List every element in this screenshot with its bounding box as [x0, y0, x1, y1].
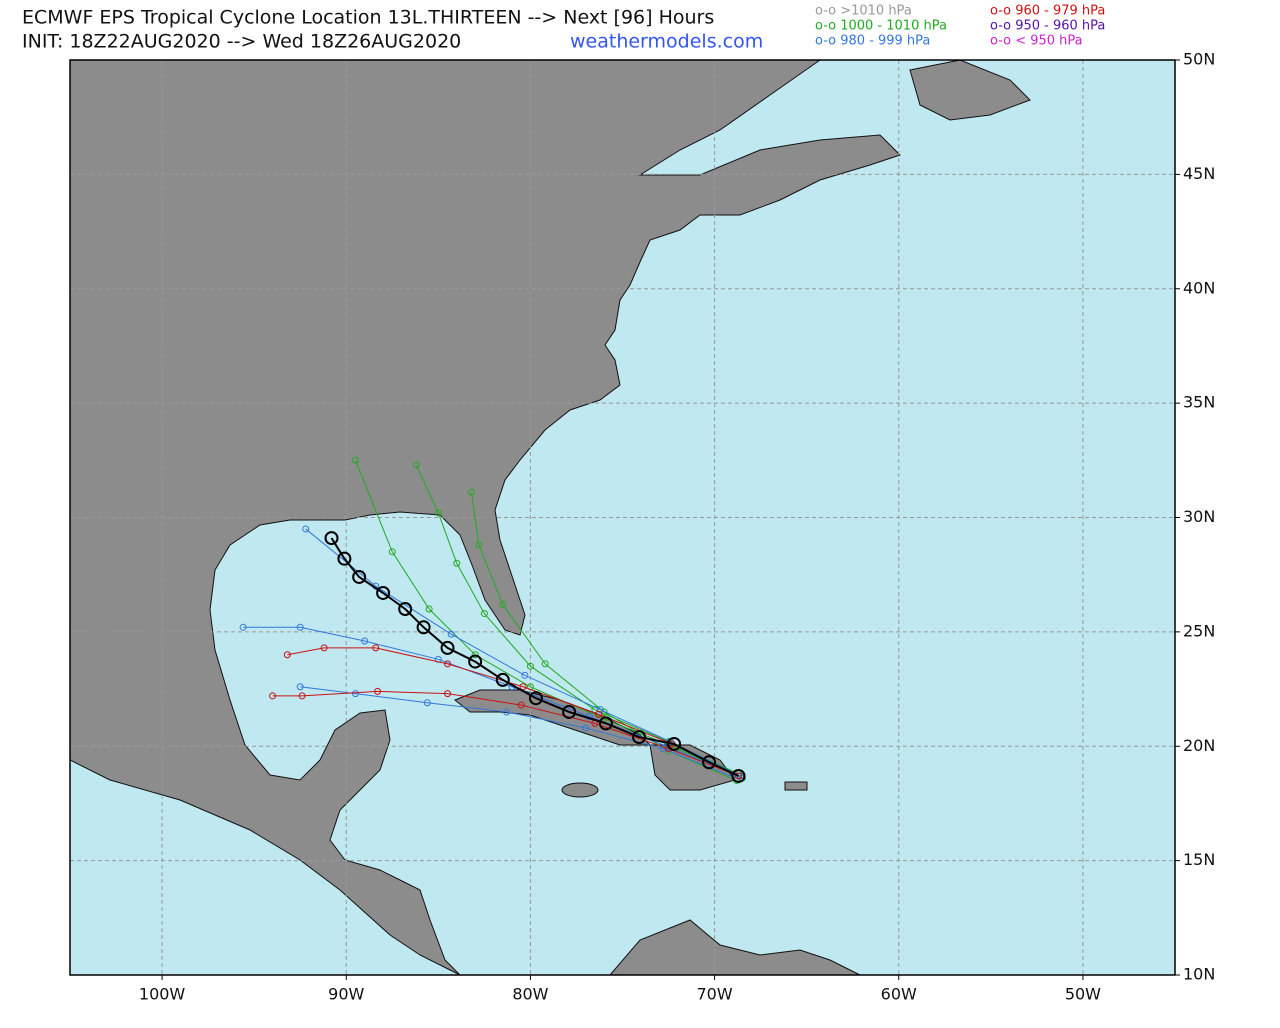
track-point — [351, 456, 359, 464]
track-point — [239, 623, 247, 631]
title: ECMWF EPS Tropical Cyclone Location 13L.… — [22, 7, 714, 29]
track-point — [412, 461, 420, 469]
track-point — [582, 724, 590, 732]
track-point — [447, 630, 455, 638]
track-point — [361, 637, 369, 645]
track-point — [495, 672, 510, 687]
track-point — [351, 690, 359, 698]
track-point — [468, 654, 483, 669]
y-tick-label: 30N — [1183, 507, 1215, 526]
track-point — [372, 644, 380, 652]
x-tick-label: 80W — [512, 985, 548, 1004]
track-point — [423, 699, 431, 707]
track-point — [731, 768, 746, 783]
track-point — [480, 610, 488, 618]
track-point — [398, 602, 413, 616]
track-point — [337, 551, 352, 566]
jamaica — [561, 782, 599, 798]
track-line — [300, 686, 737, 779]
track-point — [595, 710, 603, 718]
track-point — [453, 559, 461, 567]
track-point — [702, 755, 717, 770]
track-point — [416, 620, 431, 635]
track-point — [376, 585, 391, 600]
track-point — [632, 730, 647, 745]
y-tick-label: 50N — [1183, 50, 1215, 69]
legend-entry: o-o < 950 hPa — [990, 34, 1083, 49]
y-tick-label: 15N — [1183, 850, 1215, 869]
track-point — [302, 525, 310, 533]
track-point — [502, 708, 510, 716]
y-tick-label: 40N — [1183, 278, 1215, 297]
cuba — [454, 689, 652, 746]
track-point — [434, 509, 442, 517]
newfoundland — [909, 59, 1031, 121]
track-point — [499, 600, 507, 608]
x-tick-label: 50W — [1065, 985, 1101, 1004]
puerto-rico — [784, 781, 808, 791]
track-point — [541, 660, 549, 668]
map-frame — [69, 59, 1176, 976]
track-point — [471, 651, 479, 659]
legend-entry: o-o 1000 - 1010 hPa — [815, 19, 947, 34]
tracks — [239, 456, 746, 785]
track-point — [519, 683, 527, 691]
track-point — [475, 541, 483, 549]
legend-entry: o-o 950 - 960 hPa — [990, 19, 1105, 34]
track-point — [735, 772, 743, 780]
track-point — [296, 683, 304, 691]
hispaniola — [649, 744, 736, 791]
track-line — [415, 464, 739, 775]
x-tick-label: 100W — [139, 985, 186, 1004]
track-line — [243, 626, 739, 777]
track-point — [596, 706, 604, 714]
y-tick-label: 10N — [1183, 965, 1215, 984]
track-line — [272, 690, 739, 777]
y-tick-label: 20N — [1183, 736, 1215, 755]
legend-entry: o-o >1010 hPa — [815, 4, 912, 19]
track-point — [269, 692, 277, 700]
track-point — [324, 531, 339, 546]
track-point — [598, 716, 613, 731]
y-tick-label: 25N — [1183, 621, 1215, 640]
track-point — [467, 488, 475, 496]
y-tick-label: 35N — [1183, 393, 1215, 412]
track-point — [283, 651, 291, 659]
track-point — [521, 671, 529, 679]
track-point — [374, 687, 382, 695]
y-tick-label: 45N — [1183, 164, 1215, 183]
site-label: weathermodels.com — [570, 31, 763, 53]
track-line — [330, 537, 739, 777]
track-point — [444, 690, 452, 698]
x-tick-label: 90W — [328, 985, 364, 1004]
track-point — [388, 548, 396, 556]
track-point — [425, 605, 433, 613]
subtitle: INIT: 18Z22AUG2020 --> Wed 18Z26AUG2020 — [22, 31, 461, 53]
track-point — [298, 692, 306, 700]
track-point — [296, 623, 304, 631]
legend-entry: o-o 980 - 999 hPa — [815, 34, 930, 49]
track-point — [352, 569, 367, 584]
track-point — [562, 704, 577, 719]
track-point — [440, 640, 455, 655]
legend-entry: o-o 960 - 979 hPa — [990, 4, 1105, 19]
track-point — [517, 701, 525, 709]
x-tick-label: 60W — [881, 985, 917, 1004]
track-point — [444, 660, 452, 668]
track-point — [528, 691, 543, 706]
track-line — [287, 647, 739, 777]
track-point — [526, 662, 534, 670]
south-america — [608, 919, 861, 976]
track-point — [667, 736, 682, 751]
track-point — [320, 644, 328, 652]
x-tick-label: 70W — [696, 985, 732, 1004]
